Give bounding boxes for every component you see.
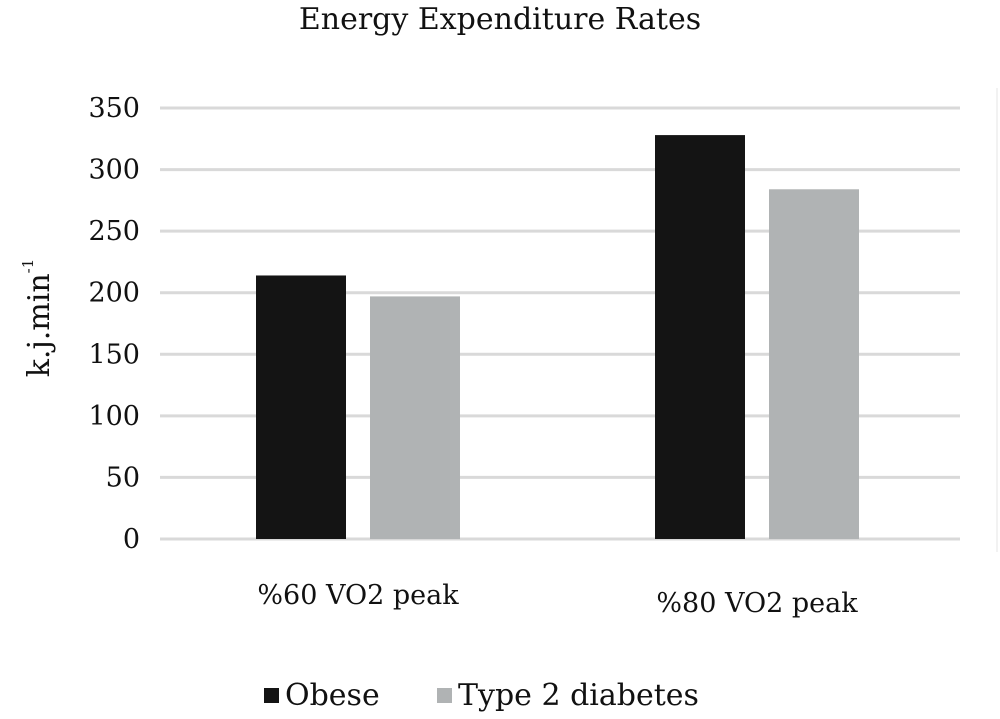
y-tick-label: 350 — [88, 93, 140, 124]
legend: Obese Type 2 diabetes — [0, 678, 1000, 718]
legend-swatch-obese — [264, 688, 279, 703]
y-tick-label: 150 — [88, 339, 140, 370]
y-tick-label: 50 — [106, 462, 140, 493]
bar-type-2-diabetes-0 — [370, 296, 460, 539]
bar-obese-1 — [655, 135, 745, 539]
legend-label-obese: Obese — [285, 678, 380, 713]
y-tick-label: 200 — [88, 278, 140, 309]
y-tick-label: 0 — [123, 524, 140, 555]
bar-obese-0 — [256, 275, 346, 539]
bar-chart: 0 50 100 150 200 250 300 350 %60 VO2 peak %80 VO2… — [88, 88, 998, 619]
y-tick-label: 250 — [88, 216, 140, 247]
y-tick-label: 100 — [88, 401, 140, 432]
legend-swatch-type-2-diabetes — [437, 688, 452, 703]
bar-type-2-diabetes-1 — [769, 189, 859, 539]
legend-item-type-2-diabetes: Type 2 diabetes — [437, 678, 699, 713]
x-category-label: %60 VO2 peak — [257, 580, 459, 611]
chart-title: Energy Expenditure Rates — [298, 2, 702, 37]
legend-label-type-2-diabetes: Type 2 diabetes — [458, 678, 699, 713]
x-category-label: %80 VO2 peak — [656, 588, 858, 619]
y-tick-label: 300 — [88, 155, 140, 186]
legend-item-obese: Obese — [264, 678, 380, 713]
